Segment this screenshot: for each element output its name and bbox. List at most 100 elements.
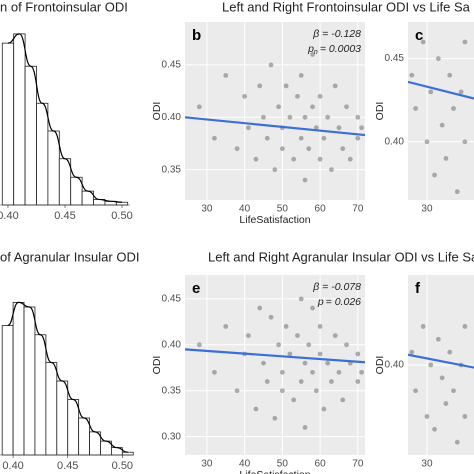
point	[428, 362, 434, 368]
point	[435, 336, 441, 342]
point	[428, 89, 434, 95]
point	[454, 189, 460, 195]
y-axis-title: ODI	[151, 102, 163, 121]
point	[347, 156, 353, 162]
point	[283, 83, 289, 89]
x-axis-title: LifeSatisfaction	[239, 214, 310, 226]
x-tick-label: 60	[315, 459, 327, 470]
point	[310, 305, 315, 311]
annotation: β = -0.128	[312, 28, 361, 40]
point	[234, 388, 240, 394]
point	[257, 305, 263, 311]
point	[291, 156, 297, 162]
point	[340, 146, 346, 152]
plot-background	[408, 22, 474, 200]
x-tick-label: 40	[239, 459, 251, 470]
points	[185, 52, 365, 183]
point	[268, 314, 274, 320]
point	[344, 342, 349, 348]
x-tick-label: 50	[277, 204, 289, 215]
point	[287, 114, 293, 120]
x-tick-label: 0.45	[57, 460, 78, 472]
point	[435, 56, 441, 61]
point	[321, 135, 327, 141]
point	[420, 39, 426, 45]
point	[454, 439, 460, 445]
point	[332, 83, 338, 89]
point	[317, 156, 323, 162]
point	[355, 351, 361, 357]
bar	[1, 42, 15, 206]
point	[302, 177, 308, 183]
point	[447, 349, 453, 355]
y-axis-title: ODI	[374, 356, 386, 375]
point	[317, 351, 323, 357]
point	[321, 406, 327, 412]
point	[310, 52, 315, 57]
density-curve	[7, 301, 128, 453]
point	[261, 360, 266, 366]
bar	[78, 417, 90, 456]
bar	[13, 33, 26, 206]
point	[336, 369, 342, 375]
point	[310, 369, 315, 375]
point	[298, 379, 304, 384]
point	[458, 89, 464, 95]
point	[287, 351, 293, 357]
histogram-panel: 0.40 0.45 0.50	[0, 301, 134, 472]
y-tick-label: 0.40	[162, 339, 182, 350]
x-tick-label: 30	[421, 459, 433, 470]
point	[298, 296, 304, 302]
point	[295, 333, 300, 339]
point	[298, 73, 304, 78]
point	[276, 342, 281, 348]
fit-line	[185, 116, 365, 137]
x-tick-label: 0.50	[111, 210, 132, 222]
points	[408, 39, 474, 195]
point	[291, 397, 297, 403]
bar	[89, 431, 101, 456]
y-tick-label: 0.40	[385, 360, 405, 371]
density-curve	[7, 33, 123, 203]
y-tick-label: 0.40	[162, 112, 182, 123]
point	[424, 139, 430, 145]
chart-title: of Agranular Insular ODI	[0, 249, 139, 264]
point	[302, 360, 308, 366]
point	[264, 135, 270, 141]
annotation-part: = 0.026	[326, 296, 361, 308]
point	[253, 406, 259, 412]
point	[462, 324, 468, 329]
annotation: pn = 0.0003	[307, 43, 361, 56]
point	[242, 93, 248, 99]
x-tick-label: 0.40	[2, 460, 23, 472]
point	[313, 125, 319, 131]
point	[340, 397, 346, 403]
point	[424, 414, 430, 419]
point	[409, 349, 415, 355]
x-tick-label: 0.40	[0, 210, 19, 222]
annotation: β = -0.078	[312, 281, 361, 293]
point	[268, 62, 274, 68]
annotation-part: p	[307, 43, 314, 55]
point	[443, 156, 449, 161]
point	[413, 388, 418, 394]
x-tick-label: 30	[201, 459, 213, 470]
fit-line	[185, 348, 365, 364]
y-axis-title: ODI	[374, 102, 386, 121]
point	[295, 93, 300, 99]
point	[306, 146, 312, 152]
point	[212, 369, 217, 375]
x-tick-label: 0.50	[112, 460, 133, 472]
point	[355, 379, 361, 384]
point	[409, 72, 415, 78]
point	[462, 39, 468, 45]
x-tick-label: 0.45	[54, 210, 75, 222]
point	[451, 106, 456, 111]
point	[306, 342, 312, 348]
point	[272, 415, 278, 421]
bar	[34, 334, 47, 456]
y-tick-label: 0.45	[162, 60, 182, 71]
point	[223, 324, 229, 329]
panel-label: c	[415, 27, 423, 44]
annotation-part: = 0.0003	[320, 43, 361, 55]
